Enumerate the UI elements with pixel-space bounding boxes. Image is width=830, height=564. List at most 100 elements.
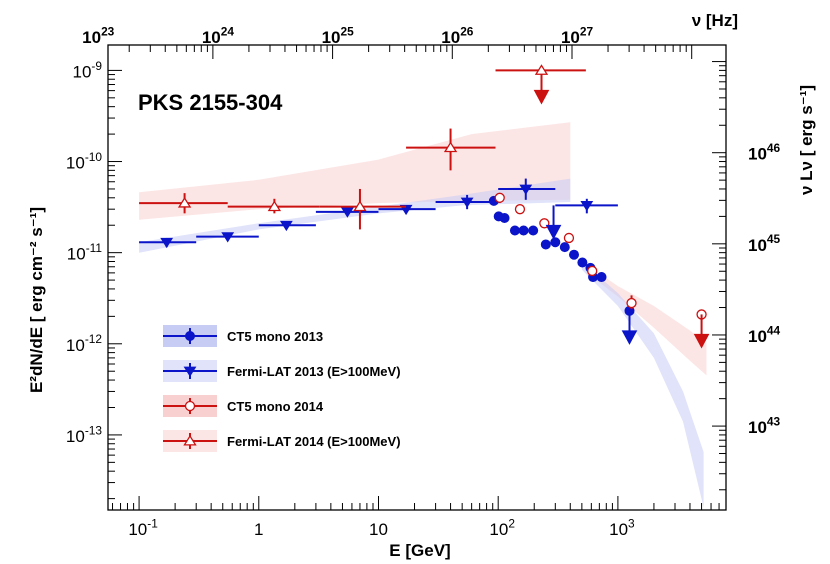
fermi_2013-point <box>555 198 618 214</box>
fermi_2014-marker <box>443 141 458 153</box>
ct5_2014-point <box>626 295 637 310</box>
ct5_2013-marker <box>596 272 607 283</box>
ul-marker <box>534 64 549 75</box>
fermi_2013-marker <box>279 220 293 232</box>
fermi_2013-point <box>258 220 316 232</box>
x-axis-label: E [GeV] <box>389 541 450 560</box>
ul-arrowhead <box>693 333 710 349</box>
ct5_2014-marker <box>563 232 575 244</box>
top-tick-label: 1026 <box>441 24 474 47</box>
ct5_2013-marker <box>499 213 510 224</box>
ct5_2013-point <box>509 225 520 236</box>
fermi_2014-point <box>139 193 228 214</box>
x-tick-label: 10 <box>369 520 388 539</box>
ct5_2014-marker <box>587 265 598 277</box>
legend-label: CT5 mono 2014 <box>227 399 324 414</box>
ul-arrowhead <box>545 224 562 240</box>
fermi_2013-marker <box>460 197 474 208</box>
ct5_2014-upper-limit <box>693 314 710 349</box>
y-tick-label: 10-10 <box>66 150 102 173</box>
ct5_2013-point <box>596 272 607 283</box>
ct5_2013_band <box>581 261 704 508</box>
fermi_2014-point <box>406 128 496 171</box>
top-tick-label: 1024 <box>202 24 235 47</box>
ct5_2013-point <box>540 239 551 250</box>
fermi_2013-marker <box>580 201 594 212</box>
ct5_2014-marker <box>514 204 526 215</box>
right-tick-label: 1045 <box>748 232 781 255</box>
ct5_2013-marker <box>540 239 551 250</box>
ct5_2013-point <box>577 257 588 268</box>
data-marks <box>139 64 710 349</box>
legend-entry: CT5 mono 2014 <box>163 395 324 417</box>
legend-swatch-marker <box>183 434 197 446</box>
right-tick-label: 1044 <box>748 323 781 346</box>
legend-swatch-marker <box>185 331 195 341</box>
legend-swatch-marker <box>184 400 196 412</box>
y-tick-label: 10-9 <box>73 59 103 82</box>
fermi_2013-marker <box>221 232 235 243</box>
top-tick-label: 1025 <box>322 24 355 47</box>
ct5_2013-point <box>518 225 529 236</box>
fermi_2014-marker <box>267 200 282 212</box>
ct5_2014-marker <box>494 192 505 203</box>
legend-entry: Fermi-LAT 2014 (E>100MeV) <box>163 430 401 452</box>
y-tick-label: 10-13 <box>66 423 102 446</box>
fermi_2013-marker <box>519 184 533 195</box>
legend-swatch-marker <box>183 366 197 377</box>
fermi_2013_band <box>139 178 571 253</box>
ct5_2013-marker <box>550 237 561 248</box>
ct5_2013-point <box>499 213 510 224</box>
ct5_2013-upper-limit <box>545 205 562 240</box>
x-tick-label: 10-1 <box>128 516 158 539</box>
top-tick-label: 1023 <box>82 24 115 47</box>
legend-label: CT5 mono 2013 <box>227 329 323 344</box>
ul-arrowhead <box>533 89 550 105</box>
ul-arrowhead <box>621 330 638 345</box>
right-tick-label: 1046 <box>748 141 781 164</box>
y-axis-label-left: E²dN/dE [ erg cm⁻² s⁻¹] <box>27 207 46 393</box>
x-tick-label: 103 <box>609 516 635 539</box>
ct5_2013-point <box>559 242 570 253</box>
ct5_2013-marker <box>509 225 520 236</box>
fermi_2014-point <box>227 198 320 214</box>
y-tick-label: 10-11 <box>67 241 103 264</box>
x-tick-label: 102 <box>489 516 515 539</box>
fermi_2013-point <box>139 237 197 249</box>
ct5_2013-upper-limit <box>621 310 638 345</box>
chart-title: PKS 2155-304 <box>138 90 283 115</box>
ct5_2013-marker <box>518 225 529 236</box>
fermi_2013-point <box>435 194 499 210</box>
top-axis-label: ν [Hz] <box>692 11 738 30</box>
ct5_2014-point <box>514 204 526 215</box>
ct5_2013-marker <box>569 249 580 260</box>
legend: CT5 mono 2013 Fermi-LAT 2013 (E>100MeV) CT… <box>163 325 401 452</box>
y-axis-label-right: ν Lν [ erg s⁻¹] <box>797 85 816 195</box>
legend-entry: Fermi-LAT 2013 (E>100MeV) <box>163 360 401 382</box>
ct5_2013-marker <box>559 242 570 253</box>
fermi_2014-marker <box>353 200 367 212</box>
fermi_2013-point <box>315 207 379 218</box>
fermi_2013-point <box>498 178 556 200</box>
ct5_2014-point <box>563 232 575 244</box>
legend-label: Fermi-LAT 2014 (E>100MeV) <box>227 434 401 449</box>
fermi_2014-point <box>319 188 407 230</box>
ct5_2013-marker <box>528 225 539 236</box>
fermi_2013-point <box>196 232 259 243</box>
ct5_2014_band <box>591 267 707 376</box>
fermi_2013-marker <box>160 237 174 249</box>
ct5_2014-point <box>587 265 598 277</box>
fermi_2014-marker <box>177 196 192 208</box>
fermi_2014-upper-limit <box>495 64 586 105</box>
plot-frame <box>107 44 727 511</box>
axis-ticks: 10-1 1 10 102 10310-1310-1210-1110-1010-9102… <box>66 24 781 539</box>
right-tick-label: 1043 <box>748 414 781 437</box>
fermi_2013-marker <box>341 207 354 218</box>
x-tick-label: 1 <box>254 520 263 539</box>
ct5_2013-marker <box>577 257 588 268</box>
ct5_2014-point <box>494 192 505 204</box>
legend-entry: CT5 mono 2013 <box>163 325 323 347</box>
y-tick-label: 10-12 <box>66 332 102 355</box>
fermi_2014_band <box>139 122 571 220</box>
